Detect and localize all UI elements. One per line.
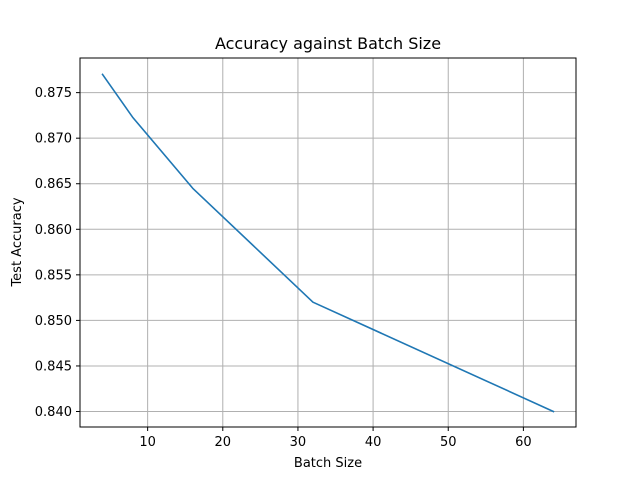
y-tick-label: 0.855: [35, 268, 72, 283]
y-axis-title: Test Accuracy: [10, 197, 25, 287]
chart-title: Accuracy against Batch Size: [215, 34, 441, 53]
series-line: [101, 73, 555, 413]
y-tick-label: 0.875: [35, 86, 72, 101]
x-tick-label: 60: [515, 435, 532, 450]
plot-frame: [79, 57, 577, 428]
series-layer: [101, 73, 555, 413]
y-tick-label: 0.870: [35, 132, 72, 147]
x-tick-label: 10: [139, 435, 156, 450]
x-tick-label: 20: [215, 435, 232, 450]
x-axis-title: Batch Size: [294, 456, 362, 471]
x-tick-label: 30: [290, 435, 307, 450]
y-axis: 0.840 0.845 0.850 0.855 0.860 0.865 0.870 0.875: [35, 86, 80, 420]
y-tick-label: 0.840: [35, 405, 72, 420]
x-axis: 10 20 30 40 50 60: [139, 427, 532, 450]
x-tick-label: 40: [365, 435, 382, 450]
y-tick-label: 0.860: [35, 223, 72, 238]
y-tick-label: 0.865: [35, 177, 72, 192]
y-tick-label: 0.845: [35, 359, 72, 374]
grid: [80, 58, 576, 427]
x-tick-label: 50: [440, 435, 457, 450]
y-tick-label: 0.850: [35, 314, 72, 329]
